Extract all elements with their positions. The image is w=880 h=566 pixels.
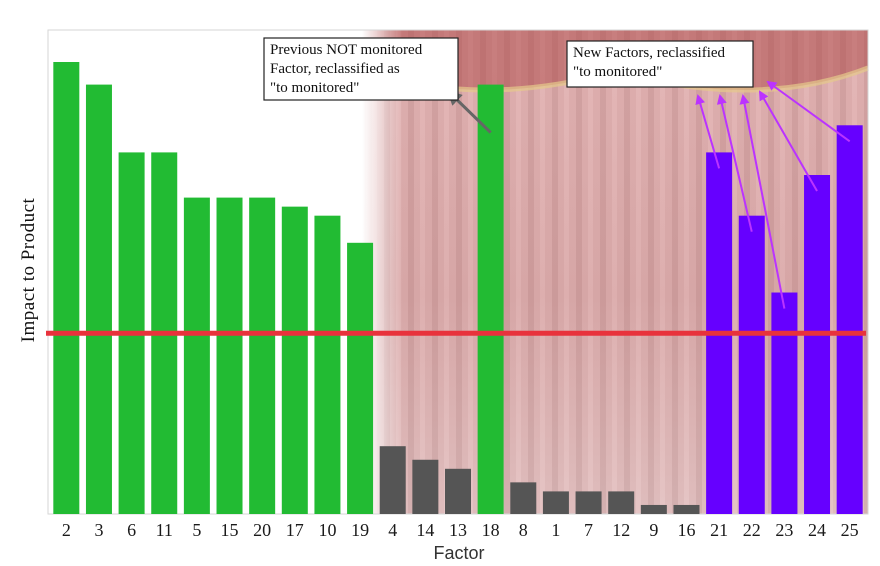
- bar-factor-14: [412, 459, 439, 514]
- x-tick-label-20: 20: [253, 520, 271, 540]
- bar-factor-13: [445, 468, 471, 514]
- bar-factor-24: [804, 175, 831, 514]
- bar-factor-25: [836, 125, 863, 514]
- bar-factor-15: [216, 197, 243, 514]
- x-axis-title: Factor: [433, 543, 484, 563]
- bar-factor-19: [347, 242, 374, 515]
- bar-factor-18: [477, 84, 504, 514]
- x-tick-label-24: 24: [808, 520, 826, 540]
- x-tick-label-9: 9: [649, 520, 658, 540]
- bar-factor-12: [608, 491, 635, 514]
- bar-factor-23: [771, 292, 798, 514]
- arrow-factor-23: [739, 94, 786, 309]
- bar-factor-5: [183, 197, 210, 514]
- x-tick-label-2: 2: [62, 520, 71, 540]
- bar-factor-3: [85, 84, 112, 514]
- x-tick-labels: 2 3 6 11 5 15 20 17 10 19 4 14 13 18 8 1 7 12 9 16 21 22 23 24 2…: [62, 520, 859, 540]
- x-tick-label-4: 4: [388, 520, 397, 540]
- x-tick-label-6: 6: [127, 520, 136, 540]
- x-tick-label-12: 12: [612, 520, 630, 540]
- bar-factor-9: [640, 504, 667, 514]
- x-tick-label-14: 14: [416, 520, 434, 540]
- bar-factor-10: [314, 215, 341, 514]
- arrow-factor-21: [695, 94, 721, 169]
- callout-previous-not-monitored: Previous NOT monitored Factor, reclassif…: [263, 37, 459, 101]
- x-tick-label-23: 23: [775, 520, 793, 540]
- annotation-arrows: [446, 80, 851, 309]
- x-tick-label-18: 18: [482, 520, 500, 540]
- bar-factor-7: [575, 491, 602, 514]
- x-tick-label-11: 11: [156, 520, 173, 540]
- x-tick-label-17: 17: [286, 520, 304, 540]
- x-tick-label-21: 21: [710, 520, 728, 540]
- theater-curtain-backdrop: [361, 30, 869, 514]
- arrow-factor-25: [766, 80, 851, 143]
- bar-factor-20: [249, 197, 276, 514]
- x-tick-label-3: 3: [94, 520, 103, 540]
- x-tick-label-15: 15: [221, 520, 239, 540]
- x-tick-label-19: 19: [351, 520, 369, 540]
- callout-1-line-3: "to monitored": [270, 80, 359, 96]
- bar-factor-17: [281, 206, 308, 514]
- x-tick-label-7: 7: [584, 520, 593, 540]
- x-tick-label-16: 16: [677, 520, 695, 540]
- callout-1-line-1: Previous NOT monitored: [270, 42, 423, 58]
- bar-factor-2: [53, 62, 80, 514]
- callout-1-line-2: Factor, reclassified as: [270, 61, 400, 77]
- bar-factor-1: [542, 491, 569, 514]
- x-tick-label-10: 10: [318, 520, 336, 540]
- arrow-factor-22: [716, 94, 753, 232]
- x-tick-label-1: 1: [551, 520, 560, 540]
- callout-new-factors: New Factors, reclassified "to monitored": [566, 40, 754, 88]
- x-tick-label-8: 8: [519, 520, 528, 540]
- x-tick-label-13: 13: [449, 520, 467, 540]
- bar-factor-8: [510, 482, 537, 514]
- arrow-factor-24: [759, 90, 818, 192]
- callout-2-line-1: New Factors, reclassified: [573, 45, 726, 61]
- x-tick-label-5: 5: [192, 520, 201, 540]
- x-tick-label-25: 25: [841, 520, 859, 540]
- callout-2-line-2: "to monitored": [573, 64, 662, 80]
- bar-factor-16: [673, 504, 700, 514]
- y-axis-title: Impact to Product: [18, 197, 39, 342]
- bar-factor-4: [379, 446, 406, 514]
- x-tick-label-22: 22: [743, 520, 761, 540]
- bar-factor-22: [738, 215, 765, 514]
